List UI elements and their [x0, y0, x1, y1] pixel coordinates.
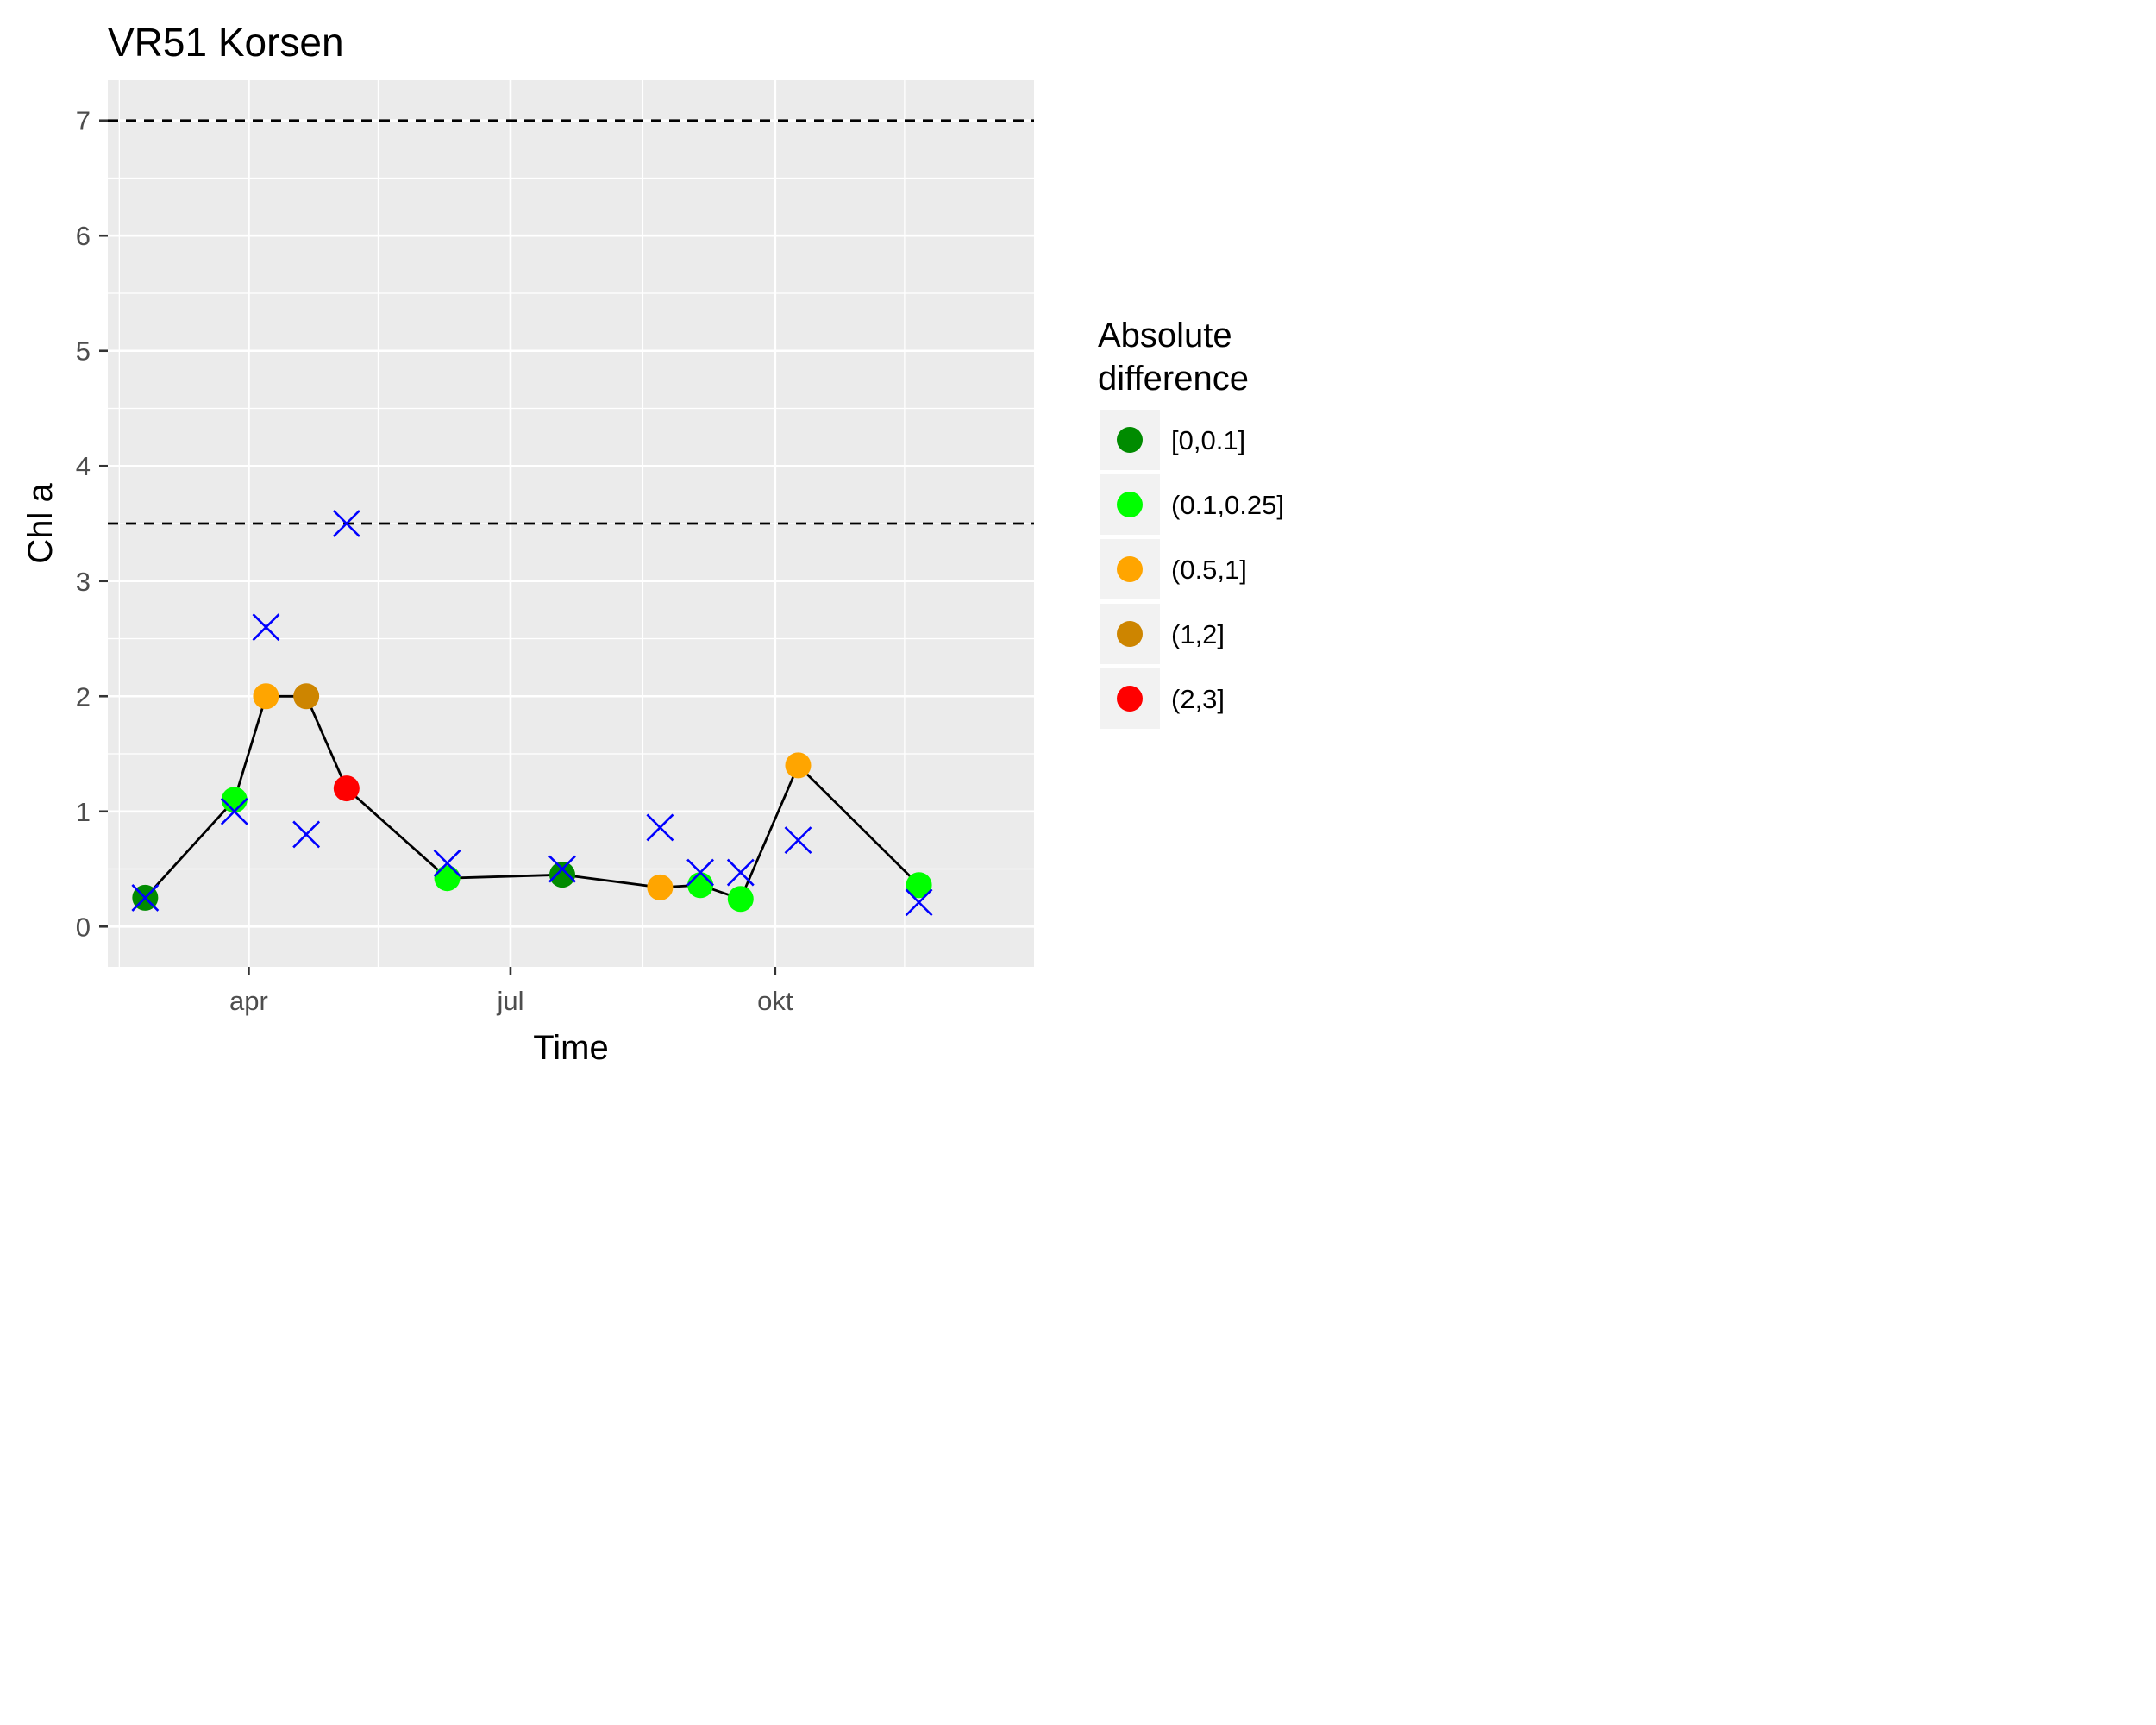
data-point: [548, 862, 575, 888]
cross-stroke: [646, 813, 674, 842]
data-cross: [131, 883, 160, 912]
data-point: [293, 683, 320, 710]
x-tick-labels: apr jul okt: [229, 986, 793, 1016]
legend-title-line-1: Absolute: [1098, 317, 1232, 354]
cross-stroke: [131, 883, 160, 912]
x-tick-label: jul: [496, 986, 523, 1016]
x-tick-label: okt: [757, 986, 793, 1016]
y-tick-label: 0: [76, 912, 91, 942]
data-cross: [784, 826, 812, 855]
data-point: [647, 874, 674, 900]
data-point: [434, 865, 461, 892]
y-tick-label: 2: [76, 681, 91, 712]
cross-stroke: [292, 820, 321, 849]
data-cross: [292, 820, 321, 849]
legend-label: [0,0.1]: [1171, 425, 1245, 455]
data-point: [333, 775, 360, 802]
legend-keys: [0,0.1] (0.1,0.25] (0.5,1] (1,2] (2,3]: [1100, 410, 1284, 729]
data-point: [253, 683, 279, 710]
y-tick-labels: 0 1 2 3 4 5 6 7: [76, 106, 91, 943]
data-cross: [646, 813, 674, 842]
data-point: [687, 872, 714, 899]
x-tick-label: apr: [229, 986, 268, 1016]
legend-title-line-2: difference: [1098, 360, 1249, 398]
legend-key-swatch: [1117, 556, 1143, 582]
y-tick-label: 4: [76, 451, 91, 481]
legend-label: (2,3]: [1171, 684, 1225, 714]
legend-key-swatch: [1117, 492, 1143, 518]
chart-title: VR51 Korsen: [108, 20, 344, 65]
reference-lines: [108, 119, 1034, 525]
data-point: [727, 886, 754, 913]
data-cross: [433, 849, 461, 877]
data-cross: [220, 797, 248, 825]
data-point: [785, 752, 812, 779]
legend-label: (0.5,1]: [1171, 555, 1247, 585]
series-crosses: [131, 510, 933, 917]
legend-key-swatch: [1117, 621, 1143, 647]
cross-stroke: [784, 826, 812, 855]
cross-stroke: [252, 613, 280, 642]
cross-stroke: [433, 849, 461, 877]
cross-stroke: [905, 888, 933, 917]
cross-stroke: [726, 858, 755, 887]
series-line-path: [144, 694, 920, 900]
legend-key-swatch: [1117, 427, 1143, 453]
data-cross: [548, 855, 576, 883]
x-axis-title: Time: [533, 1029, 608, 1067]
y-tick-label: 6: [76, 221, 91, 251]
cross-stroke: [686, 858, 715, 887]
y-tick-label: 5: [76, 336, 91, 367]
cross-stroke: [220, 797, 248, 825]
axis-ticks: [99, 119, 777, 975]
chart: VR51 Korsen apr jul okt 0 1 2 3 4 5 6 7 Time Chl …: [22, 20, 1284, 1067]
series-line: [144, 694, 920, 900]
data-cross: [252, 613, 280, 642]
data-cross: [686, 858, 715, 887]
legend-label: (1,2]: [1171, 619, 1225, 649]
cross-stroke: [332, 510, 360, 537]
y-axis-title: Chl a: [22, 483, 60, 564]
y-tick-label: 1: [76, 797, 91, 827]
cross-stroke: [548, 855, 576, 883]
legend: Absolute difference [0,0.1] (0.1,0.25] (0.…: [1098, 317, 1284, 729]
legend-label: (0.1,0.25]: [1171, 490, 1284, 520]
legend-key-swatch: [1117, 686, 1143, 712]
data-cross: [905, 888, 933, 917]
data-point: [221, 787, 248, 813]
data-cross: [332, 510, 360, 537]
y-tick-label: 7: [76, 106, 91, 136]
y-tick-label: 3: [76, 567, 91, 597]
data-point: [906, 872, 932, 899]
data-cross: [726, 858, 755, 887]
